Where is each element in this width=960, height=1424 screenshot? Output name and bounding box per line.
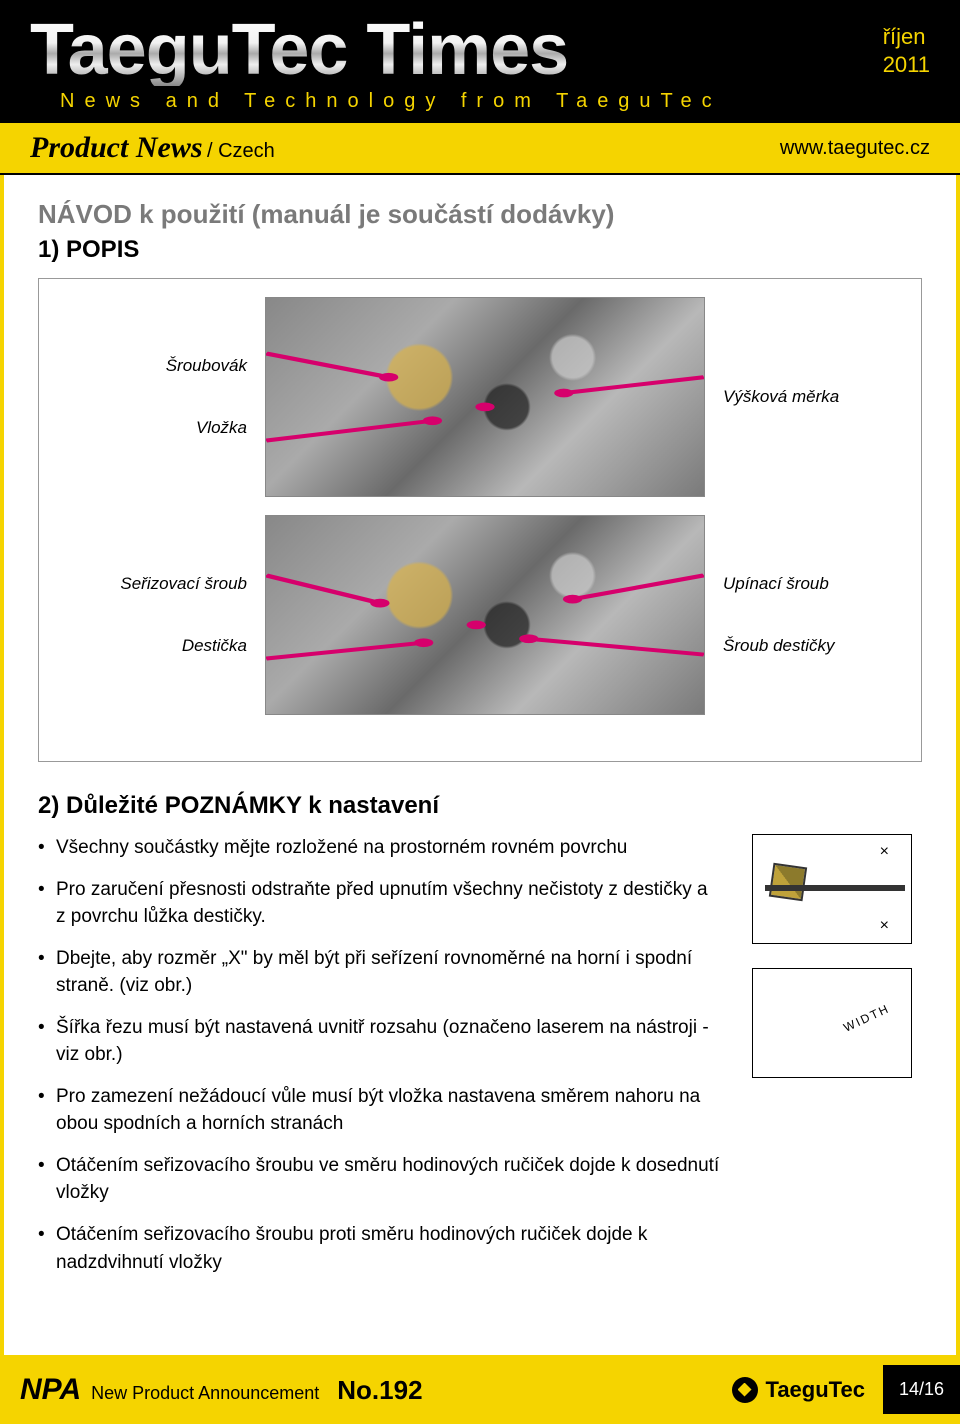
note-item: Šířka řezu musí být nastavená uvnitř roz… bbox=[38, 1014, 722, 1069]
photo-top bbox=[265, 297, 705, 497]
brand-block: TaeguTec bbox=[714, 1365, 883, 1414]
figure-width-range bbox=[752, 968, 912, 1078]
section-2-heading: 2) Důležité POZNÁMKY k nastavení bbox=[38, 792, 922, 820]
diagram-row-top: Šroubovák Vložka Výšková měrka bbox=[57, 297, 903, 497]
section-1-heading: 1) POPIS bbox=[38, 236, 922, 264]
photo-bottom bbox=[265, 515, 705, 715]
brand-logo-icon bbox=[732, 1377, 758, 1403]
issue-month: říjen bbox=[883, 23, 930, 52]
figure-x-dimension: × bbox=[752, 834, 912, 944]
site-url[interactable]: www.taegutec.cz bbox=[780, 137, 930, 160]
npa-no-value: 192 bbox=[379, 1375, 422, 1405]
section-name: Product News bbox=[30, 131, 203, 164]
npa-full: New Product Announcement bbox=[91, 1383, 319, 1404]
issue-year: 2011 bbox=[883, 51, 930, 80]
labels-bottom-left: Seřizovací šroub Destička bbox=[57, 568, 247, 663]
tagline: News and Technology from TaeguTec bbox=[60, 90, 930, 113]
npa-abbr: NPA bbox=[20, 1373, 81, 1407]
label-serizovaci-sroub: Seřizovací šroub bbox=[57, 568, 247, 600]
diagram-row-bottom: Seřizovací šroub Destička Upínací šroub … bbox=[57, 515, 903, 715]
content-area: NÁVOD k použití (manuál je součástí dodá… bbox=[0, 175, 960, 1355]
label-upinaci-sroub: Upínací šroub bbox=[723, 568, 903, 600]
brand-name: TaeguTec bbox=[766, 1377, 865, 1403]
section-bar: Product News / Czech www.taegutec.cz bbox=[0, 123, 960, 175]
note-item: Otáčením seřizovacího šroubu ve směru ho… bbox=[38, 1152, 722, 1207]
masthead-bar: TaeguTec Times říjen 2011 News and Techn… bbox=[0, 0, 960, 123]
notes-list: Všechny součástky mějte rozložené na pro… bbox=[38, 834, 722, 1290]
label-sroubovak: Šroubovák bbox=[57, 350, 247, 382]
note-item: Všechny součástky mějte rozložené na pro… bbox=[38, 834, 722, 862]
section-title-group: Product News / Czech bbox=[30, 131, 275, 165]
footer-right: TaeguTec 14/16 bbox=[714, 1365, 960, 1414]
labels-bottom-right: Upínací šroub Šroub destičky bbox=[723, 568, 903, 663]
labels-top-left: Šroubovák Vložka bbox=[57, 350, 247, 445]
labels-top-right: Výšková měrka bbox=[723, 381, 903, 413]
masthead-title: TaeguTec Times bbox=[30, 14, 568, 86]
label-vyskova-merka: Výšková měrka bbox=[723, 381, 903, 413]
page: TaeguTec Times říjen 2011 News and Techn… bbox=[0, 0, 960, 1424]
issue-date: říjen 2011 bbox=[883, 23, 930, 86]
notes-wrap: Všechny součástky mějte rozložené na pro… bbox=[38, 834, 922, 1290]
leader-lines-bottom bbox=[266, 516, 704, 714]
npa-number: No.192 bbox=[337, 1375, 422, 1406]
label-vlozka: Vložka bbox=[57, 412, 247, 444]
leader-lines-top bbox=[266, 298, 704, 496]
npa-no-label: No. bbox=[337, 1375, 379, 1405]
npa-block: NPA New Product Announcement No.192 bbox=[20, 1373, 423, 1407]
page-number: 14/16 bbox=[883, 1365, 960, 1414]
diagram-box: Šroubovák Vložka Výšková měrka bbox=[38, 278, 922, 762]
masthead-line: TaeguTec Times říjen 2011 bbox=[30, 14, 930, 86]
label-desticka: Destička bbox=[57, 630, 247, 662]
note-item: Dbejte, aby rozměr „X" by měl být při se… bbox=[38, 945, 722, 1000]
footer-bar: NPA New Product Announcement No.192 Taeg… bbox=[0, 1355, 960, 1424]
note-item: Otáčením seřizovacího šroubu proti směru… bbox=[38, 1221, 722, 1276]
manual-title: NÁVOD k použití (manuál je součástí dodá… bbox=[38, 199, 922, 230]
label-sroub-desticky: Šroub destičky bbox=[723, 630, 903, 662]
note-item: Pro zaručení přesnosti odstraňte před up… bbox=[38, 876, 722, 931]
side-figures: × bbox=[752, 834, 922, 1290]
note-item: Pro zamezení nežádoucí vůle musí být vlo… bbox=[38, 1083, 722, 1138]
section-suffix: / Czech bbox=[207, 140, 275, 162]
